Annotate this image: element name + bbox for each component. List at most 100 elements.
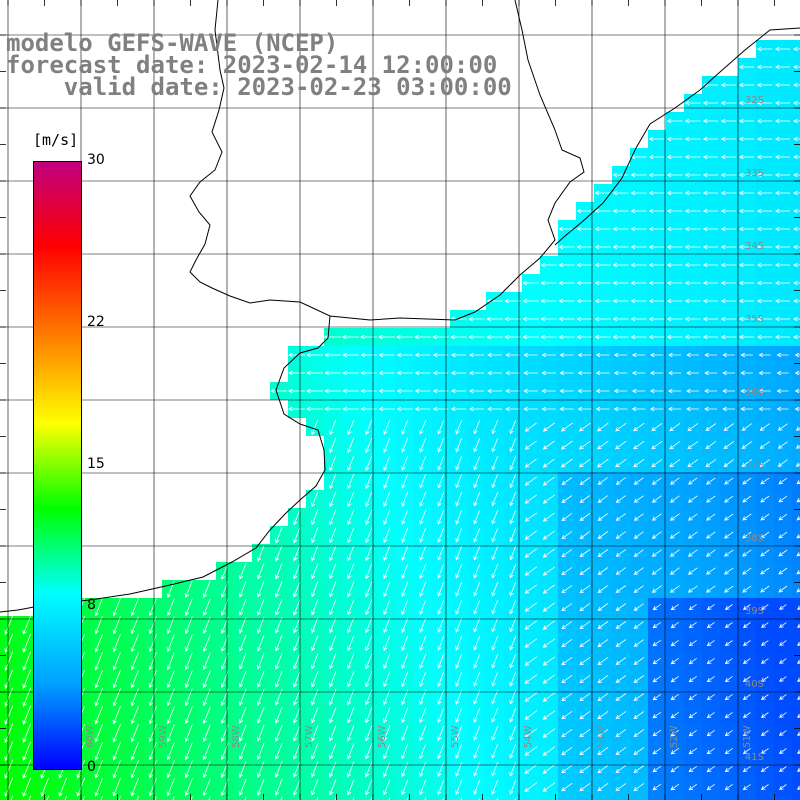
wind-arrow — [688, 675, 697, 683]
wind-arrow — [778, 712, 787, 718]
wind-arrow — [576, 262, 593, 268]
wind-arrow — [558, 244, 575, 250]
wind-arrow — [166, 688, 175, 707]
wind-arrow — [652, 657, 662, 665]
wind-arrow — [559, 406, 574, 412]
wind-arrow — [401, 419, 409, 435]
wind-arrow — [365, 617, 373, 634]
wind-arrow — [383, 473, 391, 489]
wind-arrow — [793, 280, 800, 286]
wind-speed-cell — [468, 796, 486, 800]
wind-arrow — [329, 635, 337, 652]
wind-arrow — [491, 671, 499, 687]
wind-arrow — [522, 316, 539, 322]
longitude-label: 53W — [596, 725, 607, 748]
wind-arrow — [597, 639, 609, 648]
wind-arrow — [670, 729, 680, 737]
wind-arrow — [756, 208, 773, 214]
wind-arrow — [702, 298, 719, 304]
wind-arrow — [720, 262, 737, 268]
wind-arrow — [724, 748, 733, 755]
wind-arrow — [597, 693, 609, 702]
wind-arrow — [238, 760, 247, 778]
wind-arrow — [561, 585, 573, 594]
wind-arrow — [202, 652, 211, 671]
longitude-label: 54W — [523, 725, 534, 748]
wind-arrow — [793, 136, 800, 142]
wind-arrow — [776, 406, 789, 412]
wind-arrow — [257, 562, 265, 580]
wind-arrow — [615, 621, 627, 629]
wind-arrow — [401, 509, 409, 525]
wind-arrow — [652, 603, 661, 611]
wind-arrow — [509, 492, 516, 507]
wind-arrow — [491, 456, 498, 471]
wind-arrow — [742, 622, 751, 628]
wind-arrow — [401, 527, 409, 543]
wind-speed-cell — [162, 796, 180, 800]
wind-arrow — [630, 262, 647, 268]
wind-arrow — [473, 474, 481, 489]
wind-arrow — [651, 422, 663, 432]
wind-speed-cell — [792, 724, 800, 742]
wind-arrow — [491, 689, 499, 705]
wind-speed-cell — [792, 508, 800, 526]
wind-arrow — [684, 262, 701, 268]
wind-arrow — [797, 605, 800, 610]
wind-arrow — [776, 370, 789, 376]
wind-arrow — [22, 723, 31, 743]
wind-arrow — [437, 491, 445, 507]
wind-arrow — [419, 437, 427, 453]
wind-arrow — [414, 370, 431, 376]
wind-arrow — [94, 741, 103, 761]
wind-arrow — [378, 370, 395, 376]
wind-arrow — [455, 420, 463, 435]
wind-arrow — [723, 441, 735, 449]
wind-arrow — [491, 707, 499, 723]
wind-arrow — [274, 706, 283, 724]
wind-arrow — [684, 244, 701, 250]
wind-arrow — [202, 760, 211, 779]
wind-speed-cell — [180, 796, 198, 800]
wind-arrow — [722, 388, 735, 394]
wind-arrow — [652, 765, 662, 773]
wind-speed-cell — [666, 796, 684, 800]
wind-arrow — [450, 406, 467, 412]
wind-arrow — [633, 458, 645, 468]
wind-arrow — [455, 527, 463, 543]
wind-arrow — [687, 495, 698, 503]
wind-arrow — [365, 473, 373, 490]
wind-arrow — [633, 621, 644, 629]
wind-arrow — [774, 316, 791, 322]
wind-arrow — [742, 784, 751, 791]
wind-arrow — [597, 657, 609, 666]
wind-arrow — [795, 426, 800, 431]
wind-arrow — [774, 172, 791, 178]
wind-arrow — [631, 352, 646, 358]
wind-arrow — [542, 422, 555, 432]
wind-arrow — [669, 567, 680, 575]
wind-arrow — [633, 711, 645, 719]
wind-arrow — [148, 634, 157, 653]
wind-arrow — [491, 743, 499, 759]
wind-arrow — [738, 82, 755, 88]
wind-arrow — [487, 352, 502, 358]
wind-arrow — [720, 118, 737, 124]
wind-arrow — [630, 208, 647, 214]
wind-arrow — [738, 154, 755, 160]
wind-arrow — [597, 747, 609, 756]
wind-arrow — [324, 388, 341, 394]
wind-arrow — [633, 729, 645, 737]
wind-arrow — [651, 458, 663, 468]
wind-speed-cell — [108, 796, 126, 800]
wind-arrow — [275, 634, 283, 652]
wind-arrow — [595, 388, 610, 394]
wind-arrow — [437, 635, 445, 651]
colorbar-tick-label: 0 — [87, 759, 96, 775]
wind-arrow — [576, 226, 593, 232]
wind-speed-cell — [576, 796, 594, 800]
wind-arrow — [509, 600, 517, 615]
wind-arrow — [760, 784, 769, 790]
wind-arrow — [94, 706, 103, 725]
wind-arrow — [597, 477, 608, 485]
